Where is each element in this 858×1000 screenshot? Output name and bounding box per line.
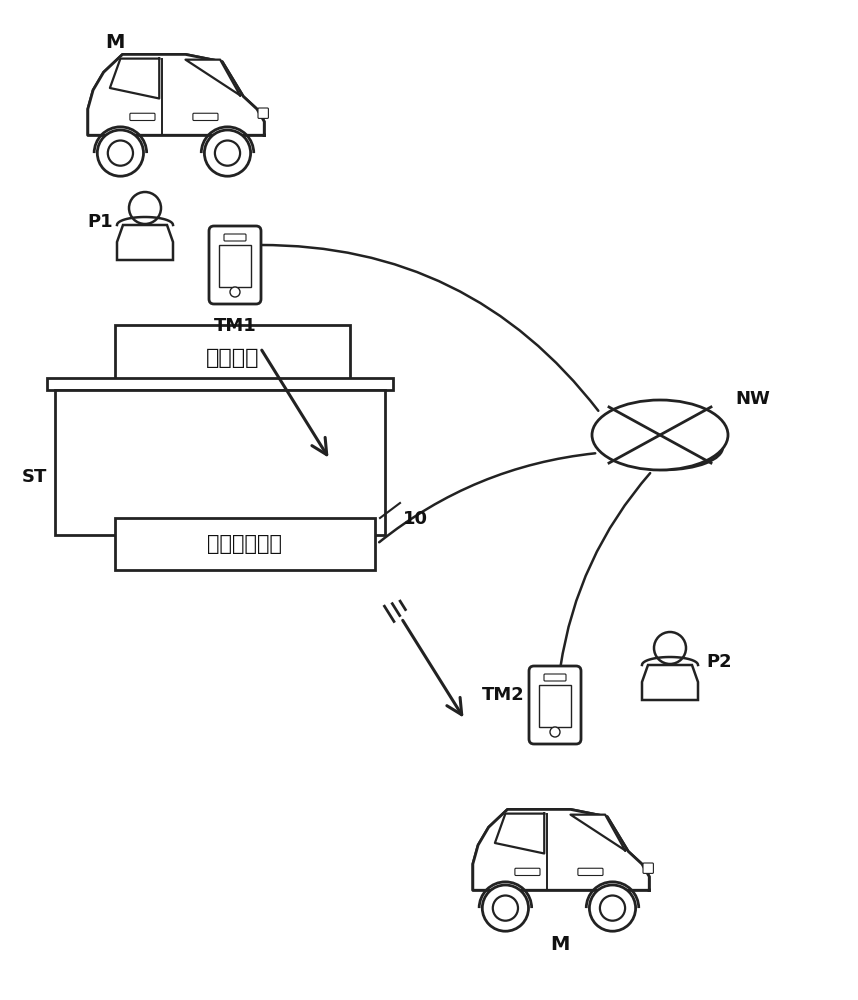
Circle shape (654, 632, 686, 664)
Text: 10: 10 (403, 510, 428, 528)
Text: ST: ST (21, 468, 47, 486)
Bar (539, 685, 571, 727)
FancyBboxPatch shape (515, 868, 540, 876)
FancyBboxPatch shape (643, 863, 654, 873)
Circle shape (492, 896, 518, 921)
Polygon shape (47, 378, 393, 390)
Circle shape (108, 140, 133, 166)
FancyArrowPatch shape (260, 245, 598, 411)
Text: M: M (106, 33, 124, 52)
Polygon shape (304, 478, 336, 494)
Polygon shape (88, 54, 264, 135)
FancyBboxPatch shape (330, 499, 342, 506)
Circle shape (600, 896, 625, 921)
Circle shape (204, 130, 251, 176)
Polygon shape (207, 480, 233, 494)
Bar (115, 325, 350, 390)
Bar (219, 245, 251, 287)
Circle shape (227, 512, 244, 528)
Ellipse shape (592, 400, 728, 470)
Polygon shape (117, 225, 173, 260)
Text: TM2: TM2 (482, 686, 525, 704)
Circle shape (301, 516, 309, 524)
FancyBboxPatch shape (258, 108, 269, 118)
Polygon shape (102, 480, 128, 494)
FancyBboxPatch shape (578, 868, 603, 876)
FancyBboxPatch shape (194, 491, 246, 523)
FancyBboxPatch shape (544, 674, 566, 681)
Circle shape (326, 512, 343, 528)
Circle shape (196, 512, 214, 528)
FancyArrowPatch shape (379, 453, 595, 542)
Polygon shape (571, 815, 625, 850)
Circle shape (589, 885, 636, 931)
Bar (101, 514, 129, 518)
Circle shape (92, 512, 109, 528)
FancyBboxPatch shape (208, 499, 219, 506)
Text: 车辆共享: 车辆共享 (206, 348, 259, 367)
Polygon shape (495, 814, 544, 854)
Circle shape (126, 516, 134, 524)
Text: NW: NW (735, 390, 770, 408)
Polygon shape (642, 665, 698, 700)
Circle shape (201, 516, 209, 524)
FancyBboxPatch shape (231, 499, 242, 506)
Bar (55, 390, 385, 535)
Circle shape (297, 512, 313, 528)
Bar (306, 514, 334, 518)
Circle shape (330, 516, 339, 524)
FancyBboxPatch shape (125, 499, 137, 506)
Polygon shape (99, 478, 131, 494)
Text: P2: P2 (706, 653, 732, 671)
Ellipse shape (607, 424, 722, 470)
FancyBboxPatch shape (529, 666, 581, 744)
Circle shape (231, 516, 239, 524)
FancyBboxPatch shape (209, 226, 261, 304)
FancyBboxPatch shape (307, 499, 318, 506)
FancyBboxPatch shape (293, 491, 347, 523)
Polygon shape (307, 480, 333, 494)
Polygon shape (185, 60, 240, 95)
Circle shape (122, 512, 138, 528)
Circle shape (129, 192, 161, 224)
FancyBboxPatch shape (224, 234, 246, 241)
Text: TM1: TM1 (214, 317, 257, 335)
Bar (115, 518, 375, 570)
Circle shape (550, 727, 560, 737)
Polygon shape (473, 809, 650, 890)
Circle shape (482, 885, 529, 931)
FancyArrowPatch shape (560, 473, 650, 667)
FancyBboxPatch shape (88, 491, 142, 523)
Circle shape (96, 516, 105, 524)
Circle shape (97, 130, 143, 176)
Circle shape (230, 287, 240, 297)
Polygon shape (203, 478, 236, 494)
Bar (206, 514, 234, 518)
FancyBboxPatch shape (130, 113, 155, 120)
Text: M: M (550, 935, 570, 954)
Text: 费用决定装置: 费用决定装置 (208, 534, 282, 554)
FancyBboxPatch shape (193, 113, 218, 120)
Text: P1: P1 (88, 213, 113, 231)
Circle shape (214, 140, 240, 166)
Polygon shape (110, 59, 160, 99)
FancyBboxPatch shape (102, 499, 113, 506)
